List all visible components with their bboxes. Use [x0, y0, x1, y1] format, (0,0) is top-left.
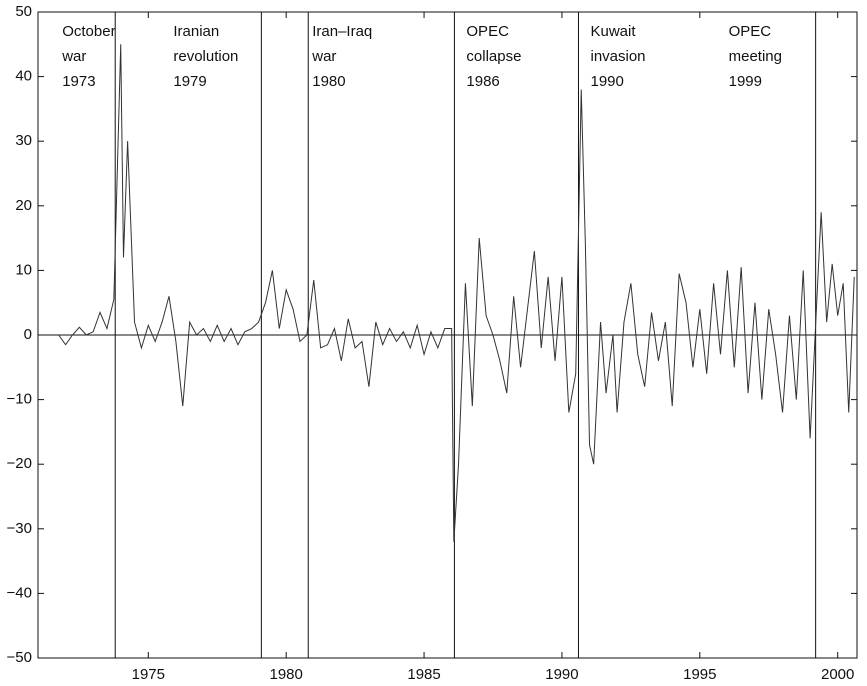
y-tick-label: 40 [15, 68, 32, 85]
event-label: 1979 [173, 73, 206, 90]
y-tick-label: −30 [7, 520, 32, 537]
event-label: OPEC [729, 23, 772, 40]
event-label: Iranian [173, 23, 219, 40]
y-tick-label: −50 [7, 649, 32, 666]
y-tick-label: 10 [15, 261, 32, 278]
series-line [58, 44, 855, 542]
event-label: 1990 [590, 73, 623, 90]
event-label: OPEC [466, 23, 509, 40]
x-tick-label: 1990 [545, 666, 578, 683]
event-label: 1999 [729, 73, 762, 90]
y-tick-label: −10 [7, 391, 32, 408]
event-label: invasion [590, 48, 645, 65]
x-tick-label: 2000 [821, 666, 854, 683]
y-tick-label: −20 [7, 455, 32, 472]
event-label: war [311, 48, 336, 65]
event-label: Kuwait [590, 23, 636, 40]
event-label: meeting [729, 48, 782, 65]
event-label: 1980 [312, 73, 345, 90]
event-label: October [62, 23, 115, 40]
event-label: Iran–Iraq [312, 23, 372, 40]
x-tick-label: 1985 [407, 666, 440, 683]
x-tick-label: 1995 [683, 666, 716, 683]
event-label: 1986 [466, 73, 499, 90]
y-tick-label: 30 [15, 132, 32, 149]
x-tick-label: 1980 [269, 666, 302, 683]
event-label: collapse [466, 48, 521, 65]
event-label: war [61, 48, 86, 65]
y-tick-label: 0 [24, 326, 32, 343]
y-tick-label: −40 [7, 584, 32, 601]
y-tick-label: 50 [15, 3, 32, 20]
y-tick-label: 20 [15, 197, 32, 214]
event-label: revolution [173, 48, 238, 65]
event-label: 1973 [62, 73, 95, 90]
x-tick-label: 1975 [132, 666, 165, 683]
